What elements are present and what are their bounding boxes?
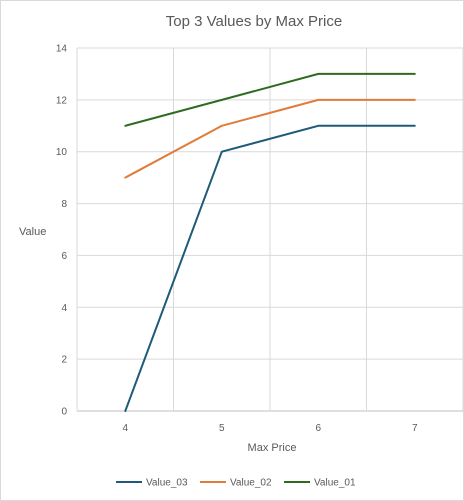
legend-item-value-02: Value_02 — [200, 478, 272, 489]
y-tick-label: 6 — [61, 251, 67, 262]
y-tick-label: 4 — [61, 303, 67, 314]
x-axis-label: Max Price — [248, 442, 297, 454]
y-tick-label: 10 — [56, 147, 68, 158]
y-tick-label: 8 — [61, 199, 67, 210]
y-axis-label: Value — [19, 226, 46, 238]
y-tick-label: 0 — [61, 407, 67, 418]
x-tick-label: 7 — [412, 423, 418, 434]
legend: Value_03 Value_02 Value_01 — [116, 478, 356, 489]
chart-title: Top 3 Values by Max Price — [166, 13, 342, 30]
legend-label: Value_01 — [314, 478, 356, 489]
legend-item-value-03: Value_03 — [116, 478, 188, 489]
legend-item-value-01: Value_01 — [284, 478, 356, 489]
legend-label: Value_02 — [230, 478, 272, 489]
series-line-value-02 — [124, 98, 416, 179]
y-tick-label: 2 — [61, 355, 67, 366]
x-tick-label: 6 — [315, 423, 321, 434]
x-tick-label: 4 — [122, 423, 128, 434]
y-tick-label: 14 — [56, 44, 68, 55]
y-tick-label: 12 — [56, 95, 68, 106]
grid-lines — [76, 47, 464, 412]
legend-label: Value_03 — [146, 478, 188, 489]
series-lines — [124, 72, 416, 412]
tick-labels: 0 2 4 6 8 10 12 14 4 5 6 7 — [56, 44, 418, 435]
series-line-value-03 — [124, 124, 416, 412]
x-tick-label: 5 — [219, 423, 225, 434]
series-line-value-01 — [124, 72, 416, 127]
